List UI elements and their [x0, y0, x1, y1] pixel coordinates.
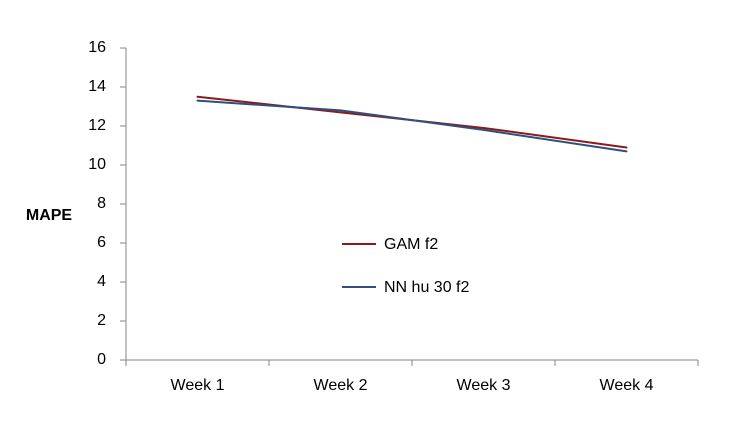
series-lines — [197, 97, 626, 152]
legend-label: GAM f2 — [384, 236, 438, 253]
series-line-1 — [198, 101, 627, 152]
y-tick-label: 0 — [97, 351, 106, 368]
x-tick-label: Week 4 — [600, 377, 654, 394]
x-tick-label: Week 3 — [457, 377, 511, 394]
y-tick-label: 12 — [88, 117, 106, 134]
y-tick-label: 10 — [88, 156, 106, 173]
y-tick-label: 14 — [88, 78, 106, 95]
legend-label: NN hu 30 f2 — [384, 279, 469, 296]
legend: GAM f2 NN hu 30 f2 — [342, 236, 469, 296]
y-tick-label: 4 — [97, 273, 106, 290]
y-tick-label: 16 — [88, 39, 106, 56]
y-axis-title: MAPE — [26, 207, 73, 224]
y-axis: 0 2 4 6 8 10 12 14 16 — [88, 39, 126, 368]
y-tick-label: 6 — [97, 234, 106, 251]
x-axis: Week 1 Week 2 Week 3 Week 4 — [126, 360, 698, 394]
y-tick-label: 2 — [97, 312, 106, 329]
x-tick-label: Week 1 — [171, 377, 225, 394]
x-tick-label: Week 2 — [314, 377, 368, 394]
y-tick-label: 8 — [97, 195, 106, 212]
